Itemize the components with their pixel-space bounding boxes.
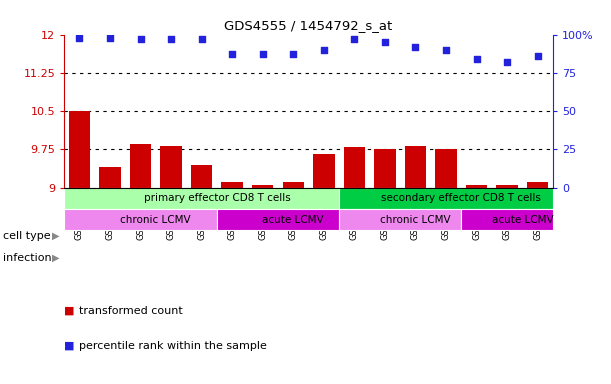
Bar (161, 146, 182, 187)
Bar (339, 187, 553, 209)
Text: secondary effector CD8 T cells: secondary effector CD8 T cells (381, 193, 541, 203)
Point (533, 53, 543, 59)
Point (197, 36, 207, 42)
Bar (466, 185, 488, 187)
Point (166, 36, 176, 42)
Text: ■: ■ (64, 306, 75, 316)
Text: transformed count: transformed count (79, 306, 183, 316)
Point (227, 51, 237, 58)
Bar (339, 209, 461, 230)
Text: ▶: ▶ (52, 231, 59, 241)
Bar (130, 144, 152, 187)
Point (441, 47, 451, 53)
Point (411, 44, 420, 50)
Point (502, 59, 512, 65)
Point (136, 36, 145, 42)
Bar (436, 149, 457, 187)
Text: chronic LCMV: chronic LCMV (120, 215, 191, 225)
Bar (461, 209, 553, 230)
Bar (252, 185, 274, 187)
Text: primary effector CD8 T cells: primary effector CD8 T cells (144, 193, 290, 203)
Bar (64, 209, 217, 230)
Text: ■: ■ (64, 341, 75, 351)
Text: cell type: cell type (3, 231, 51, 241)
Point (75, 35, 84, 41)
Text: chronic LCMV: chronic LCMV (380, 215, 451, 225)
Bar (191, 165, 213, 187)
Bar (375, 149, 396, 187)
Title: GDS4555 / 1454792_s_at: GDS4555 / 1454792_s_at (224, 19, 393, 32)
Text: percentile rank within the sample: percentile rank within the sample (79, 341, 267, 351)
Bar (69, 111, 90, 187)
Point (258, 51, 268, 58)
Bar (344, 147, 365, 187)
Bar (405, 146, 426, 187)
Text: acute LCMV: acute LCMV (263, 215, 324, 225)
Bar (313, 154, 335, 187)
Bar (497, 185, 518, 187)
Point (288, 51, 298, 58)
Point (380, 39, 390, 45)
Bar (100, 167, 121, 187)
Bar (283, 182, 304, 187)
Text: ▶: ▶ (52, 253, 59, 263)
Text: acute LCMV: acute LCMV (492, 215, 553, 225)
Bar (222, 182, 243, 187)
Text: infection: infection (3, 253, 52, 263)
Point (349, 36, 359, 42)
Point (105, 35, 115, 41)
Bar (217, 209, 339, 230)
Bar (527, 182, 549, 187)
Point (319, 47, 329, 53)
Bar (64, 187, 339, 209)
Point (472, 56, 481, 62)
